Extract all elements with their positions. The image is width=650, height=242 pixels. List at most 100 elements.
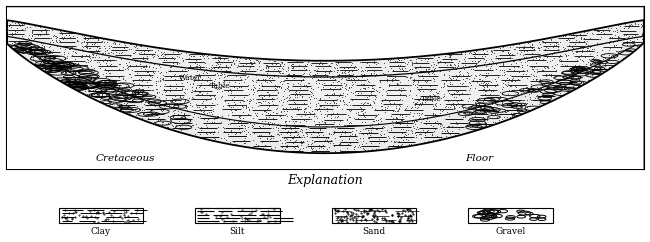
Point [429, 54, 439, 58]
Point [169, 73, 179, 76]
Point [119, 41, 129, 45]
Point [571, 50, 582, 54]
Point [582, 31, 592, 35]
Point [291, 124, 302, 128]
Point [111, 50, 121, 54]
Point [462, 76, 473, 80]
Point [121, 102, 131, 106]
Point [194, 90, 204, 94]
Point [575, 37, 586, 41]
Point [423, 57, 434, 60]
Point [443, 105, 454, 109]
Point [447, 124, 458, 128]
Point [492, 82, 502, 86]
Point [44, 42, 54, 46]
Point [246, 87, 257, 91]
Point [67, 53, 77, 57]
Point [365, 130, 376, 134]
Point [303, 104, 313, 108]
Point [227, 113, 237, 117]
Point [374, 85, 384, 89]
Point [335, 148, 345, 152]
Point [149, 54, 159, 58]
Point [385, 114, 396, 118]
Point [107, 74, 118, 77]
Point [176, 110, 186, 114]
Point [452, 64, 463, 68]
Point [391, 139, 402, 143]
Point [170, 108, 181, 112]
Point [80, 82, 90, 85]
Point [304, 81, 315, 85]
Point [371, 128, 382, 131]
Point [493, 57, 504, 61]
Point [176, 51, 187, 55]
Point [476, 54, 487, 58]
Point [12, 32, 23, 36]
Point [323, 122, 333, 126]
Point [328, 92, 339, 96]
Point [478, 48, 488, 52]
Point [506, 112, 516, 115]
Point [203, 53, 214, 57]
Point [281, 112, 291, 116]
Point [406, 61, 417, 65]
Point [160, 56, 170, 60]
Point [344, 137, 355, 141]
Point [206, 96, 216, 100]
Point [333, 103, 344, 107]
Point [198, 111, 209, 115]
Point [362, 131, 372, 135]
Point [483, 67, 493, 71]
Point [47, 28, 58, 32]
Point [441, 105, 451, 108]
Point [350, 93, 361, 97]
Point [458, 74, 468, 77]
Point [285, 131, 296, 135]
Point [356, 72, 366, 76]
Point [610, 26, 621, 30]
Point [53, 78, 64, 82]
Point [473, 59, 483, 63]
Point [161, 60, 171, 64]
Point [289, 107, 300, 111]
Point [241, 57, 252, 61]
Point [202, 71, 212, 75]
Point [227, 105, 238, 109]
Point [389, 136, 400, 140]
Point [129, 44, 140, 48]
Point [502, 109, 513, 113]
Point [118, 76, 128, 80]
Point [489, 84, 500, 88]
Point [385, 101, 395, 105]
Point [315, 126, 325, 129]
Point [199, 60, 209, 64]
Point [398, 86, 408, 90]
Point [64, 79, 75, 83]
Point [389, 69, 400, 73]
Point [362, 132, 372, 136]
Point [395, 63, 406, 67]
Point [157, 99, 168, 103]
Point [540, 52, 551, 56]
Point [369, 61, 380, 65]
Point [287, 62, 298, 66]
Point [324, 131, 334, 135]
Point [200, 78, 211, 82]
Point [57, 32, 67, 36]
Point [417, 128, 428, 132]
Point [311, 68, 322, 72]
Text: Gravel: Gravel [495, 227, 525, 236]
Point [122, 93, 133, 97]
Point [213, 62, 224, 66]
Point [101, 59, 112, 62]
Point [285, 138, 295, 142]
Point [280, 79, 290, 83]
Point [274, 66, 285, 70]
Point [579, 39, 590, 43]
Point [240, 77, 250, 81]
Point [268, 59, 279, 63]
Point [293, 148, 304, 151]
Point [532, 93, 542, 97]
Point [168, 88, 179, 92]
